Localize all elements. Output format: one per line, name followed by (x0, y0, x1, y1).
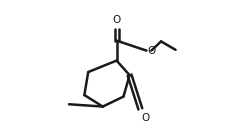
Text: O: O (112, 15, 121, 25)
Text: O: O (142, 113, 150, 124)
Text: O: O (147, 46, 156, 56)
